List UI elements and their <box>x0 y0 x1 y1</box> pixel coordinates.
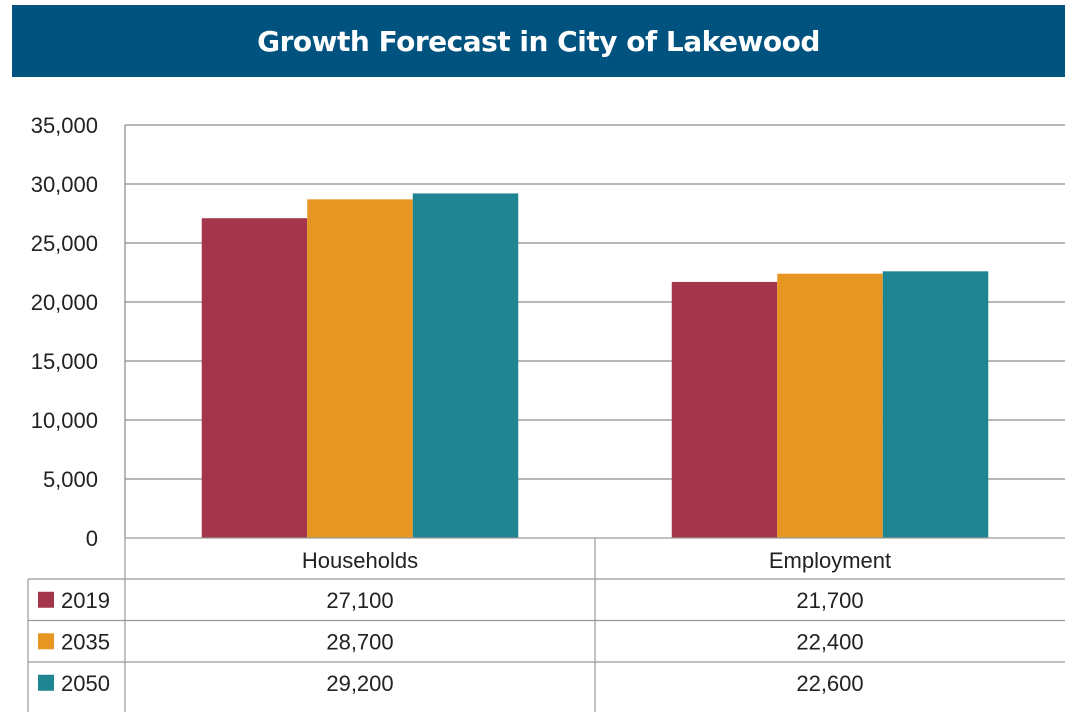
y-axis-ticks: 0 5,000 10,000 15,000 20,000 25,000 30,000 35,0… <box>31 113 98 551</box>
legend-label: 2050 <box>61 671 110 696</box>
x-category-label: Households <box>302 548 418 573</box>
legend-label: 2019 <box>61 588 110 613</box>
table-value: 29,200 <box>326 671 393 696</box>
y-tick-label: 5,000 <box>43 467 98 492</box>
table-value: 27,100 <box>326 588 393 613</box>
legend-swatch-2050 <box>38 674 54 691</box>
table-value: 22,600 <box>796 671 863 696</box>
legend-label: 2035 <box>61 629 110 654</box>
bar-2019-households <box>201 218 308 538</box>
y-tick-label: 0 <box>86 526 98 551</box>
table-value: 22,400 <box>796 629 863 654</box>
y-tick-label: 30,000 <box>31 172 98 197</box>
table-value: 21,700 <box>796 588 863 613</box>
bar-2035-employment <box>777 273 883 538</box>
x-category-label: Employment <box>769 548 891 573</box>
y-tick-label: 10,000 <box>31 408 98 433</box>
y-tick-label: 20,000 <box>31 290 98 315</box>
chart-title: Growth Forecast in City of Lakewood <box>12 5 1065 77</box>
table-value: 28,700 <box>326 629 393 654</box>
y-tick-label: 25,000 <box>31 231 98 256</box>
bars <box>201 193 989 538</box>
legend-swatch-2019 <box>38 591 54 608</box>
bar-2019-employment <box>671 281 778 538</box>
legend-swatch-2035 <box>38 633 54 650</box>
bar-2050-households <box>412 193 519 538</box>
bar-2050-employment <box>882 271 989 538</box>
bar-2035-households <box>307 199 413 538</box>
y-tick-label: 15,000 <box>31 349 98 374</box>
y-tick-label: 35,000 <box>31 113 98 138</box>
data-table: Households Employment 2019 27,100 21,700 2035… <box>27 537 1065 712</box>
